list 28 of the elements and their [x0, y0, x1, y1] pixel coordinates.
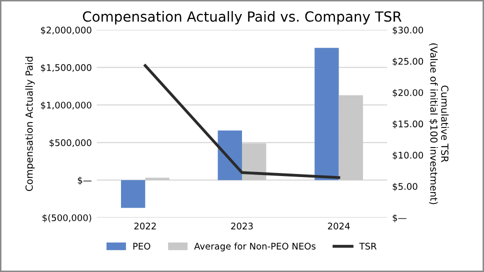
bar — [145, 178, 170, 180]
bar — [314, 48, 339, 180]
y-tick-label: $(500,000) — [42, 214, 92, 222]
y2-tick-label: $25.00 — [392, 58, 424, 66]
y2-tick-label: $5.00 — [392, 182, 418, 192]
y-tick-label: $2,000,000 — [41, 26, 92, 35]
y2-tick-label: $15.00 — [392, 120, 424, 129]
y2-tick-label: $— — [392, 214, 406, 222]
legend-label: TSR — [359, 242, 377, 250]
y-tick-label: $1,000,000 — [41, 102, 92, 110]
y-tick-label: $500,000 — [50, 139, 92, 148]
x-tick-label: 2022 — [134, 222, 156, 230]
y2-axis-title: Cumulative TSR (Value of initial $100 investment) — [428, 43, 449, 204]
y-tick-label: $— — [78, 176, 92, 185]
y-tick-label: $1,500,000 — [41, 64, 92, 72]
y2-tick-label: $30.00 — [392, 26, 424, 35]
chart-title: Compensation Actually Paid vs. Company TSR — [82, 11, 402, 24]
y2-tick-label: $20.00 — [392, 89, 424, 98]
y2-tick-label: $10.00 — [392, 152, 424, 160]
x-tick-label: 2023 — [231, 222, 253, 230]
bar — [121, 180, 146, 208]
legend-label: PEO — [133, 242, 150, 250]
bar — [338, 95, 363, 180]
bar — [218, 130, 242, 180]
legend-label: Average for Non-PEO NEOs — [194, 242, 316, 252]
bar — [242, 143, 266, 180]
y-axis-title: Compensation Actually Paid — [25, 56, 35, 191]
x-tick-label: 2024 — [328, 222, 350, 230]
